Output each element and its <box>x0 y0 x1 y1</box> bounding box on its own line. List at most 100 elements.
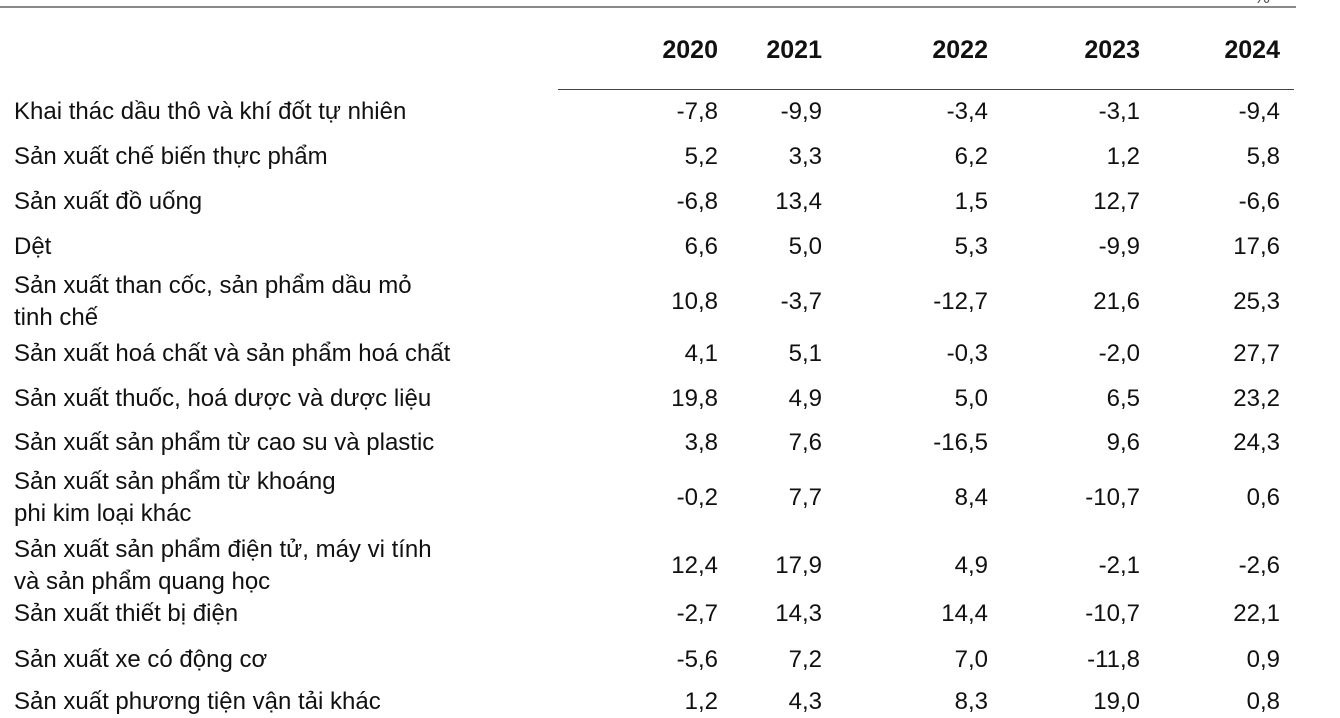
cell-2024: 17,6 <box>1233 233 1280 260</box>
cell-2024: 5,8 <box>1246 143 1280 170</box>
cell-2024: 0,8 <box>1246 688 1280 715</box>
cell-2022: 5,3 <box>954 233 988 260</box>
cell-2020: -2,7 <box>676 600 718 627</box>
cell-2020: 3,8 <box>684 429 718 456</box>
cell-2020: -5,6 <box>676 646 718 673</box>
cell-2023: -9,9 <box>1098 233 1140 260</box>
cell-2022: -12,7 <box>933 288 988 315</box>
column-header-2021: 2021 <box>766 36 822 64</box>
cell-2020: 1,2 <box>684 688 718 715</box>
cell-2023: -2,1 <box>1098 552 1140 579</box>
cell-2021: -3,7 <box>780 288 822 315</box>
cell-2022: 8,4 <box>954 484 988 511</box>
cell-2023: -3,1 <box>1098 98 1140 125</box>
cell-2023: 12,7 <box>1093 188 1140 215</box>
cell-2023: -2,0 <box>1098 340 1140 367</box>
cell-2021: 7,2 <box>788 646 822 673</box>
cell-2022: 14,4 <box>941 600 988 627</box>
header-rule <box>558 89 1294 90</box>
cell-2020: 4,1 <box>684 340 718 367</box>
cell-2021: 7,6 <box>788 429 822 456</box>
cell-2020: 19,8 <box>671 385 718 412</box>
cell-2023: 19,0 <box>1093 688 1140 715</box>
table-row: Sản xuất đồ uống -6,8 13,4 1,5 12,7 -6,6 <box>0 186 1300 218</box>
cell-2023: 6,5 <box>1106 385 1140 412</box>
row-label: Sản xuất than cốc, sản phẩm dầu mỏ <box>14 272 412 299</box>
table-row: Sản xuất sản phẩm điện tử, máy vi tính và… <box>0 534 1300 598</box>
table-row: Dệt 6,6 5,0 5,3 -9,9 17,6 <box>0 231 1300 263</box>
cell-2022: 4,9 <box>954 552 988 579</box>
cell-2021: -9,9 <box>780 98 822 125</box>
table-row: Sản xuất xe có động cơ -5,6 7,2 7,0 -11,8 0,9 <box>0 644 1300 676</box>
cell-2021: 4,9 <box>788 385 822 412</box>
cell-2022: -0,3 <box>946 340 988 367</box>
row-label: Sản xuất sản phẩm từ khoáng <box>14 468 336 495</box>
cell-2023: -10,7 <box>1085 600 1140 627</box>
row-label: Sản xuất chế biến thực phẩm <box>14 143 328 170</box>
row-label: Sản xuất hoá chất và sản phẩm hoá chất <box>14 340 451 367</box>
cell-2021: 13,4 <box>775 188 822 215</box>
table-row: Sản xuất phương tiện vận tải khác 1,2 4,3 8… <box>0 686 1300 718</box>
cell-2021: 5,0 <box>788 233 822 260</box>
table-row: Sản xuất than cốc, sản phẩm dầu mỏ tinh c… <box>0 270 1300 334</box>
cell-2022: -16,5 <box>933 429 988 456</box>
unit-mark: % <box>1254 0 1274 4</box>
cell-2024: 27,7 <box>1233 340 1280 367</box>
row-label: Sản xuất đồ uống <box>14 188 203 215</box>
cell-2023: -10,7 <box>1085 484 1140 511</box>
cell-2021: 3,3 <box>788 143 822 170</box>
cell-2021: 17,9 <box>775 552 822 579</box>
table-row: Sản xuất thiết bị điện -2,7 14,3 14,4 -10,7 2… <box>0 598 1300 630</box>
cell-2024: 24,3 <box>1233 429 1280 456</box>
row-label: Sản xuất phương tiện vận tải khác <box>14 688 381 715</box>
column-header-2022: 2022 <box>932 36 988 64</box>
cell-2022: 8,3 <box>954 688 988 715</box>
cell-2022: 7,0 <box>954 646 988 673</box>
cell-2023: 21,6 <box>1093 288 1140 315</box>
cell-2023: 1,2 <box>1106 143 1140 170</box>
row-label: Sản xuất sản phẩm điện tử, máy vi tính <box>14 536 432 563</box>
cell-2024: 25,3 <box>1233 288 1280 315</box>
row-label: Sản xuất xe có động cơ <box>14 646 268 673</box>
cell-2022: 6,2 <box>954 143 988 170</box>
cell-2024: 22,1 <box>1233 600 1280 627</box>
table-row: Sản xuất hoá chất và sản phẩm hoá chất 4,… <box>0 338 1300 370</box>
row-label: Sản xuất thuốc, hoá dược và dược liệu <box>14 385 432 412</box>
cell-2021: 5,1 <box>788 340 822 367</box>
cell-2020: -6,8 <box>676 188 718 215</box>
cell-2020: 12,4 <box>671 552 718 579</box>
cell-2023: 9,6 <box>1106 429 1140 456</box>
cell-2022: 1,5 <box>954 188 988 215</box>
cell-2020: 5,2 <box>684 143 718 170</box>
cell-2020: -0,2 <box>676 484 718 511</box>
cell-2021: 7,7 <box>788 484 822 511</box>
cell-2020: -7,8 <box>676 98 718 125</box>
cell-2024: -9,4 <box>1238 98 1280 125</box>
table-row: Khai thác dầu thô và khí đốt tự nhiên -7,… <box>0 96 1300 128</box>
cell-2024: -6,6 <box>1238 188 1280 215</box>
row-label: Dệt <box>14 233 52 260</box>
cell-2022: -3,4 <box>946 98 988 125</box>
row-label: tinh chế <box>14 304 99 331</box>
cell-2020: 6,6 <box>684 233 718 260</box>
table-row: Sản xuất sản phẩm từ khoáng phi kim loại … <box>0 466 1300 530</box>
column-header-2023: 2023 <box>1084 36 1140 64</box>
column-header-2020: 2020 <box>662 36 718 64</box>
cell-2024: 0,6 <box>1246 484 1280 511</box>
row-label: Sản xuất sản phẩm từ cao su và plastic <box>14 429 435 456</box>
table-row: Sản xuất chế biến thực phẩm 5,2 3,3 6,2 1,2 5… <box>0 141 1300 173</box>
cell-2024: 23,2 <box>1233 385 1280 412</box>
cell-2023: -11,8 <box>1087 646 1140 673</box>
top-rule <box>0 6 1296 8</box>
row-label: Sản xuất thiết bị điện <box>14 600 239 627</box>
cell-2024: 0,9 <box>1246 646 1280 673</box>
cell-2020: 10,8 <box>671 288 718 315</box>
row-label: và sản phẩm quang học <box>14 568 271 595</box>
cell-2022: 5,0 <box>954 385 988 412</box>
row-label: phi kim loại khác <box>14 500 192 527</box>
column-header-2024: 2024 <box>1224 36 1280 64</box>
cell-2024: -2,6 <box>1238 552 1280 579</box>
table-row: Sản xuất sản phẩm từ cao su và plastic 3,… <box>0 427 1300 459</box>
table-row: Sản xuất thuốc, hoá dược và dược liệu 19,… <box>0 383 1300 415</box>
row-label: Khai thác dầu thô và khí đốt tự nhiên <box>14 98 407 125</box>
